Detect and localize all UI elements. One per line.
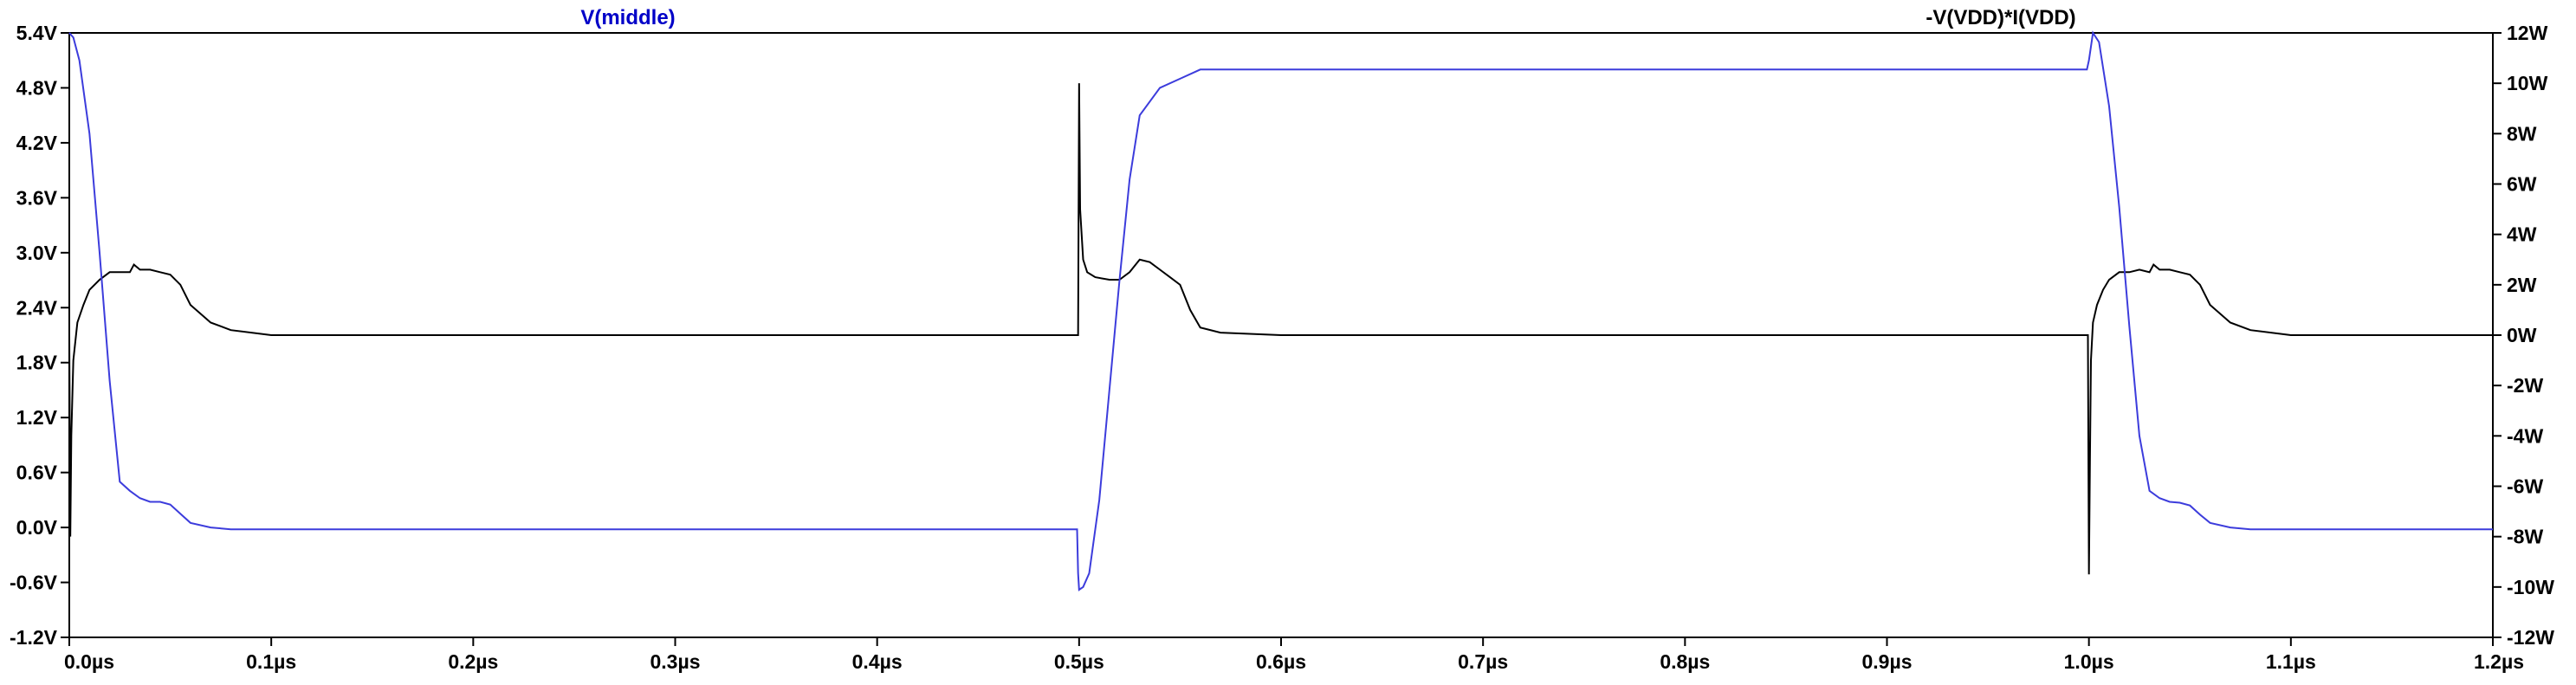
x-tick-label: 0.8µs: [1660, 650, 1710, 673]
left-tick-label: 5.4V: [16, 22, 58, 44]
x-tick-label: 0.9µs: [1861, 650, 1912, 673]
trace-label-power[interactable]: -V(VDD)*I(VDD): [1926, 6, 2075, 29]
x-tick-label: 0.7µs: [1458, 650, 1508, 673]
right-tick-label: 4W: [2507, 223, 2537, 246]
x-tick-label: 0.5µs: [1054, 650, 1104, 673]
x-tick-label: 0.6µs: [1256, 650, 1306, 673]
left-tick-label: 3.6V: [16, 186, 58, 209]
left-tick-label: 0.6V: [16, 462, 58, 484]
right-tick-label: 12W: [2507, 22, 2548, 44]
left-tick-label: 3.0V: [16, 242, 58, 264]
trace-label-middle[interactable]: V(middle): [580, 6, 675, 29]
x-tick-label: 1.0µs: [2064, 650, 2114, 673]
x-tick-label: 0.2µs: [448, 650, 498, 673]
right-tick-label: 6W: [2507, 173, 2537, 196]
right-tick-label: 2W: [2507, 274, 2537, 296]
right-tick-label: 8W: [2507, 122, 2537, 145]
left-tick-label: 4.2V: [16, 132, 58, 154]
right-tick-label: -10W: [2507, 576, 2554, 598]
left-tick-label: 1.2V: [16, 406, 58, 429]
x-tick-label: 0.4µs: [852, 650, 903, 673]
right-tick-label: -2W: [2507, 374, 2543, 397]
left-tick-label: 4.8V: [16, 76, 58, 99]
x-tick-label: 0.0µs: [64, 650, 114, 673]
left-tick-label: 0.0V: [16, 516, 58, 539]
x-tick-label: 1.1µs: [2266, 650, 2316, 673]
right-tick-label: -8W: [2507, 526, 2543, 548]
right-tick-label: 0W: [2507, 324, 2537, 346]
left-tick-label: 2.4V: [16, 296, 58, 319]
right-tick-label: -6W: [2507, 475, 2543, 498]
left-tick-label: 1.8V: [16, 352, 58, 374]
right-tick-label: -4W: [2507, 424, 2543, 447]
x-tick-label: 1.2µs: [2474, 650, 2524, 673]
right-tick-label: 10W: [2507, 72, 2548, 94]
right-tick-label: -12W: [2507, 626, 2554, 649]
left-tick-label: -0.6V: [10, 572, 58, 594]
left-tick-label: -1.2V: [10, 626, 58, 649]
x-tick-label: 0.1µs: [246, 650, 296, 673]
x-tick-label: 0.3µs: [650, 650, 700, 673]
